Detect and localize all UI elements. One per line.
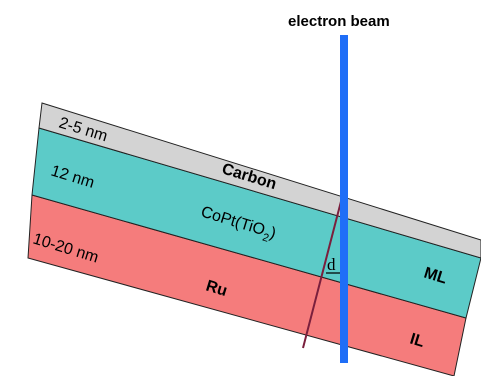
il-tag-label: IL — [408, 331, 427, 351]
d-measure-line — [302, 185, 346, 349]
beam-label: electron beam — [288, 13, 390, 30]
d-label: d — [327, 255, 336, 274]
ml-tag-label: ML — [422, 265, 449, 288]
il-name-label: Ru — [204, 278, 229, 300]
electron-beam — [340, 35, 348, 363]
carbon-layer — [38, 102, 481, 259]
